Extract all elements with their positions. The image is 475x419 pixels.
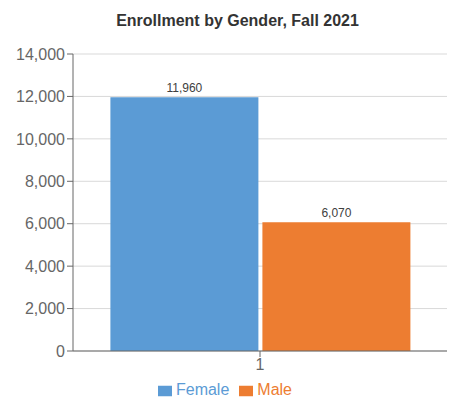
svg-text:4,000: 4,000 bbox=[25, 258, 65, 275]
html-text:Enrollment by Gender, Fall 202: Enrollment by Gender, Fall 2021 bbox=[116, 12, 359, 29]
html-text:Male: Male bbox=[257, 381, 292, 398]
svg-text:0: 0 bbox=[56, 343, 65, 360]
svg-text:10,000: 10,000 bbox=[16, 131, 65, 148]
svg-text:6,070: 6,070 bbox=[321, 206, 351, 220]
svg-text:2,000: 2,000 bbox=[25, 300, 65, 317]
svg-text:8,000: 8,000 bbox=[25, 173, 65, 190]
svg-text:6,000: 6,000 bbox=[25, 215, 65, 232]
svg-text:12,000: 12,000 bbox=[16, 88, 65, 105]
svg-text:11,960: 11,960 bbox=[166, 81, 202, 95]
svg-text:1: 1 bbox=[256, 356, 265, 373]
html-text:Female: Female bbox=[176, 381, 230, 398]
svg-text:14,000: 14,000 bbox=[16, 46, 65, 63]
